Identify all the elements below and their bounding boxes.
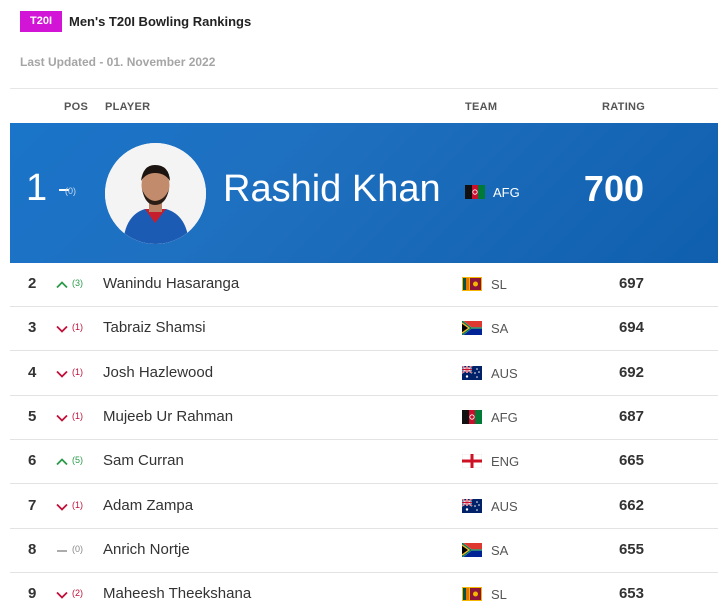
player-rating: 692: [618, 363, 644, 381]
player-avatar: [105, 143, 206, 244]
row-pos: 3: [28, 319, 37, 337]
team-code: SA: [491, 542, 509, 558]
player-rating: 697: [618, 275, 644, 292]
table-row[interactable]: 4 (1) Josh Hazlewood AUS 692: [10, 352, 718, 396]
last-updated: Last Updated - 01. November 2022: [20, 55, 216, 69]
arrow-down-icon: [55, 322, 69, 336]
format-badge[interactable]: T20I: [20, 10, 62, 32]
player-rating: 655: [618, 540, 644, 558]
row-change: (1): [72, 410, 83, 421]
team-code: SL: [491, 277, 507, 292]
eng-flag-icon: [462, 454, 482, 469]
player-rating: 662: [618, 496, 644, 514]
player-rating: 665: [618, 452, 644, 470]
leader-change: (0): [65, 186, 76, 196]
player-rating: 653: [618, 585, 644, 603]
leader-row[interactable]: 1 (0) Rashid Khan AFG 700: [10, 123, 718, 263]
row-change: (2): [72, 588, 83, 599]
arrow-up-icon: [55, 278, 69, 292]
player-name[interactable]: Mujeeb Ur Rahman: [103, 407, 234, 425]
no-change-icon: [55, 544, 69, 558]
table-row[interactable]: 3 (1) Tabraiz Shamsi SA 694: [10, 307, 718, 352]
row-pos: 7: [28, 496, 37, 514]
player-rating: 687: [618, 407, 644, 425]
team-code: ENG: [491, 454, 520, 470]
table-row[interactable]: 6 (5) Sam Curran ENG 665: [10, 440, 718, 485]
leader-pos: 1: [26, 167, 48, 209]
table-row[interactable]: 2 (3) Wanindu Hasaranga SL 697: [10, 263, 718, 307]
sa-flag-icon: [462, 542, 482, 557]
arrow-down-icon: [55, 411, 69, 425]
row-pos: 8: [28, 540, 37, 558]
afg-flag-icon: [465, 185, 485, 199]
leader-rating: 700: [583, 168, 644, 209]
row-change: (5): [72, 455, 83, 466]
team-code: AUS: [491, 365, 518, 381]
row-change: (1): [72, 366, 83, 377]
table-header: POS PLAYER TEAM RATING: [10, 88, 718, 124]
team-code: AUS: [491, 498, 518, 514]
column-pos: POS: [64, 101, 89, 113]
leader-team: AFG: [493, 185, 520, 200]
team-code: SL: [491, 587, 507, 603]
row-pos: 5: [28, 407, 37, 425]
table-row[interactable]: 8 (0) Anrich Nortje SA 655: [10, 529, 718, 573]
sl-flag-icon: [462, 587, 482, 602]
player-name[interactable]: Maheesh Theekshana: [103, 585, 252, 603]
row-pos: 2: [28, 275, 37, 292]
player-name[interactable]: Anrich Nortje: [103, 540, 190, 558]
player-name[interactable]: Adam Zampa: [103, 496, 194, 514]
rankings-header: T20I Men's T20I Bowling Rankings: [20, 10, 251, 32]
team-code: AFG: [491, 409, 518, 425]
row-pos: 9: [28, 585, 37, 603]
player-name[interactable]: Tabraiz Shamsi: [103, 319, 206, 337]
aus-flag-icon: [462, 498, 482, 513]
player-name[interactable]: Josh Hazlewood: [103, 363, 214, 381]
column-rating: RATING: [602, 101, 646, 113]
table-row[interactable]: 7 (1) Adam Zampa AUS 662: [10, 485, 718, 529]
page-title: Men's T20I Bowling Rankings: [69, 13, 252, 29]
sa-flag-icon: [462, 321, 482, 336]
arrow-down-icon: [55, 367, 69, 381]
row-change: (1): [72, 499, 83, 510]
arrow-down-icon: [55, 500, 69, 514]
no-change-icon: [59, 189, 69, 191]
player-rating: 694: [618, 319, 644, 337]
column-team: TEAM: [465, 101, 498, 113]
row-change: (0): [72, 543, 83, 554]
arrow-up-icon: [55, 455, 69, 469]
aus-flag-icon: [462, 365, 482, 380]
arrow-down-icon: [55, 588, 69, 602]
afg-flag-icon: [462, 409, 482, 424]
leader-name[interactable]: Rashid Khan: [223, 168, 441, 210]
sl-flag-icon: [462, 277, 482, 291]
row-pos: 6: [28, 452, 37, 470]
table-row[interactable]: 9 (2) Maheesh Theekshana SL 653: [10, 573, 718, 612]
player-name[interactable]: Wanindu Hasaranga: [103, 275, 240, 292]
table-row[interactable]: 5 (1) Mujeeb Ur Rahman AFG 687: [10, 396, 718, 440]
row-change: (3): [72, 278, 83, 288]
player-name[interactable]: Sam Curran: [103, 452, 184, 470]
row-change: (1): [72, 322, 83, 333]
column-player: PLAYER: [105, 101, 151, 113]
team-code: SA: [491, 321, 509, 337]
row-pos: 4: [28, 363, 37, 381]
